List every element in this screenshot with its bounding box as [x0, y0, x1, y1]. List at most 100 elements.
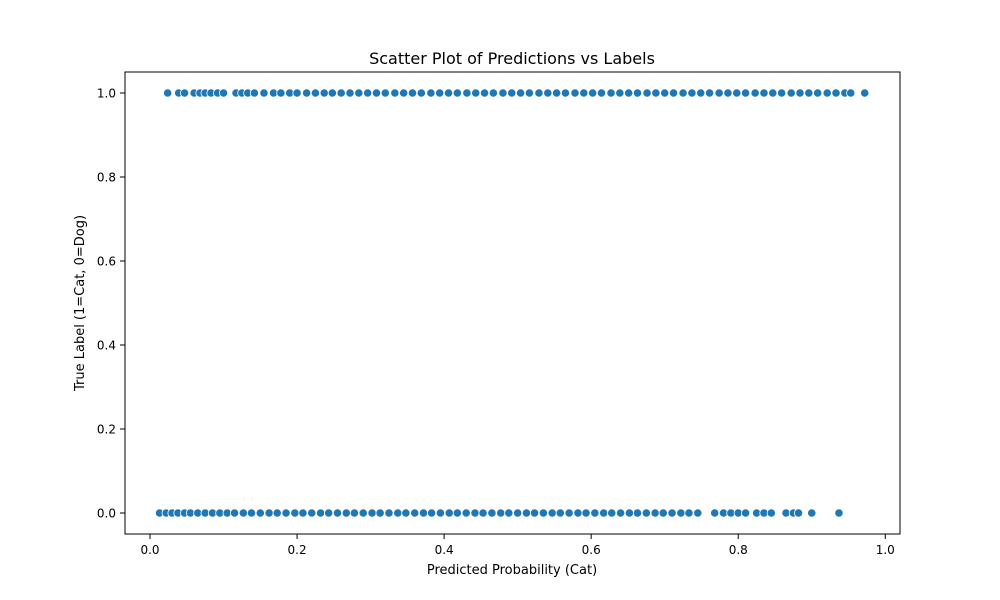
scatter-point	[452, 508, 462, 518]
scatter-point	[547, 508, 557, 518]
plot-frame	[124, 71, 901, 535]
scatter-point	[579, 88, 589, 98]
scatter-point	[249, 88, 260, 98]
scatter-point	[740, 508, 751, 518]
scatter-point	[693, 508, 703, 518]
scatter-point	[524, 88, 535, 98]
scatter-point	[581, 508, 591, 518]
scatter-point	[521, 508, 532, 518]
y-tick-label: 1.0	[97, 87, 116, 101]
scatter-point	[401, 508, 411, 518]
scatter-point	[795, 88, 805, 98]
scatter-point	[470, 508, 480, 518]
scatter-point	[777, 88, 787, 98]
scatter-point	[660, 88, 670, 98]
scatter-point	[641, 508, 651, 518]
scatter-point	[668, 88, 679, 98]
x-axis-label: Predicted Probability (Cat)	[427, 563, 597, 578]
scatter-point	[310, 88, 321, 98]
scatter-point	[416, 88, 426, 98]
scatter-point	[860, 88, 870, 98]
scatter-point	[259, 88, 269, 98]
scatter-point	[750, 88, 760, 98]
scatter-point	[399, 88, 409, 98]
scatter-point	[515, 88, 526, 98]
scatter-point	[478, 508, 488, 518]
scatter-point	[684, 508, 694, 518]
scatter-point	[452, 88, 462, 98]
scatter-point	[678, 88, 688, 98]
y-axis-label: True Label (1=Cat, 0=Dog)	[73, 215, 88, 392]
scatter-point	[418, 508, 429, 518]
scatter-point	[513, 508, 523, 518]
scatter-point	[479, 88, 490, 98]
scatter-point	[336, 88, 346, 98]
scatter-point	[435, 508, 446, 518]
scatter-point	[461, 508, 471, 518]
scatter-point	[281, 508, 291, 518]
scatter-point	[650, 508, 660, 518]
scatter-point	[504, 508, 514, 518]
scatter-point	[290, 508, 300, 518]
y-axis-ticks: 0.0 0.2 0.4 0.6 0.8 1.0	[97, 87, 125, 521]
scatter-point	[834, 508, 844, 518]
x-tick-label: 0.4	[435, 543, 454, 557]
scatter-point	[606, 88, 616, 98]
scatter-point	[426, 88, 436, 98]
scatter-point	[676, 508, 686, 518]
scatter-point	[371, 88, 382, 98]
scatter-point	[410, 508, 420, 518]
scatter-point	[218, 88, 229, 98]
scatter-point	[615, 508, 626, 518]
scatter-point	[298, 508, 308, 518]
scatter-point	[345, 88, 355, 98]
scatter-point	[367, 508, 377, 518]
scatter-point	[443, 88, 454, 98]
scatter-point	[349, 508, 360, 518]
scatter-point	[846, 88, 856, 98]
scatter-point	[710, 508, 720, 518]
scatter-point	[384, 508, 394, 518]
scatter-point	[358, 508, 368, 518]
scatter-point	[534, 88, 544, 98]
scatter-point	[319, 88, 329, 98]
scatter-point	[543, 88, 553, 98]
scatter-point	[704, 88, 715, 98]
scatter-point	[496, 508, 506, 518]
y-tick-label: 0.8	[97, 171, 116, 185]
scatter-point	[255, 508, 265, 518]
scatter-point	[560, 88, 571, 98]
y-tick-label: 0.6	[97, 255, 116, 269]
scatter-point	[632, 508, 643, 518]
scatter-point	[714, 88, 724, 98]
scatter-point	[471, 88, 481, 98]
scatter-point	[341, 508, 351, 518]
y-tick-label: 0.0	[97, 507, 116, 521]
scatter-point	[375, 508, 385, 518]
scatter-point	[768, 88, 778, 98]
scatter-point	[687, 88, 697, 98]
scatter-point	[302, 88, 312, 98]
scatter-point	[759, 88, 769, 98]
scatter-point	[570, 88, 580, 98]
scatter-point	[498, 88, 508, 98]
scatter-point	[588, 88, 598, 98]
scatter-point	[315, 508, 326, 518]
x-tick-label: 0.6	[582, 543, 601, 557]
scatter-point	[393, 508, 403, 518]
x-tick-label: 0.8	[729, 543, 748, 557]
scatter-point	[435, 88, 445, 98]
scatter-point	[380, 88, 390, 98]
scatter-point	[599, 508, 609, 518]
scatter-point	[507, 88, 517, 98]
scatter-point	[407, 88, 418, 98]
scatter-point	[573, 508, 583, 518]
y-tick-label: 0.2	[97, 423, 116, 437]
scatter-point	[607, 508, 617, 518]
scatter-point	[538, 508, 548, 518]
scatter-point	[632, 88, 643, 98]
scatter-point	[390, 88, 400, 98]
scatter-point	[179, 88, 190, 98]
